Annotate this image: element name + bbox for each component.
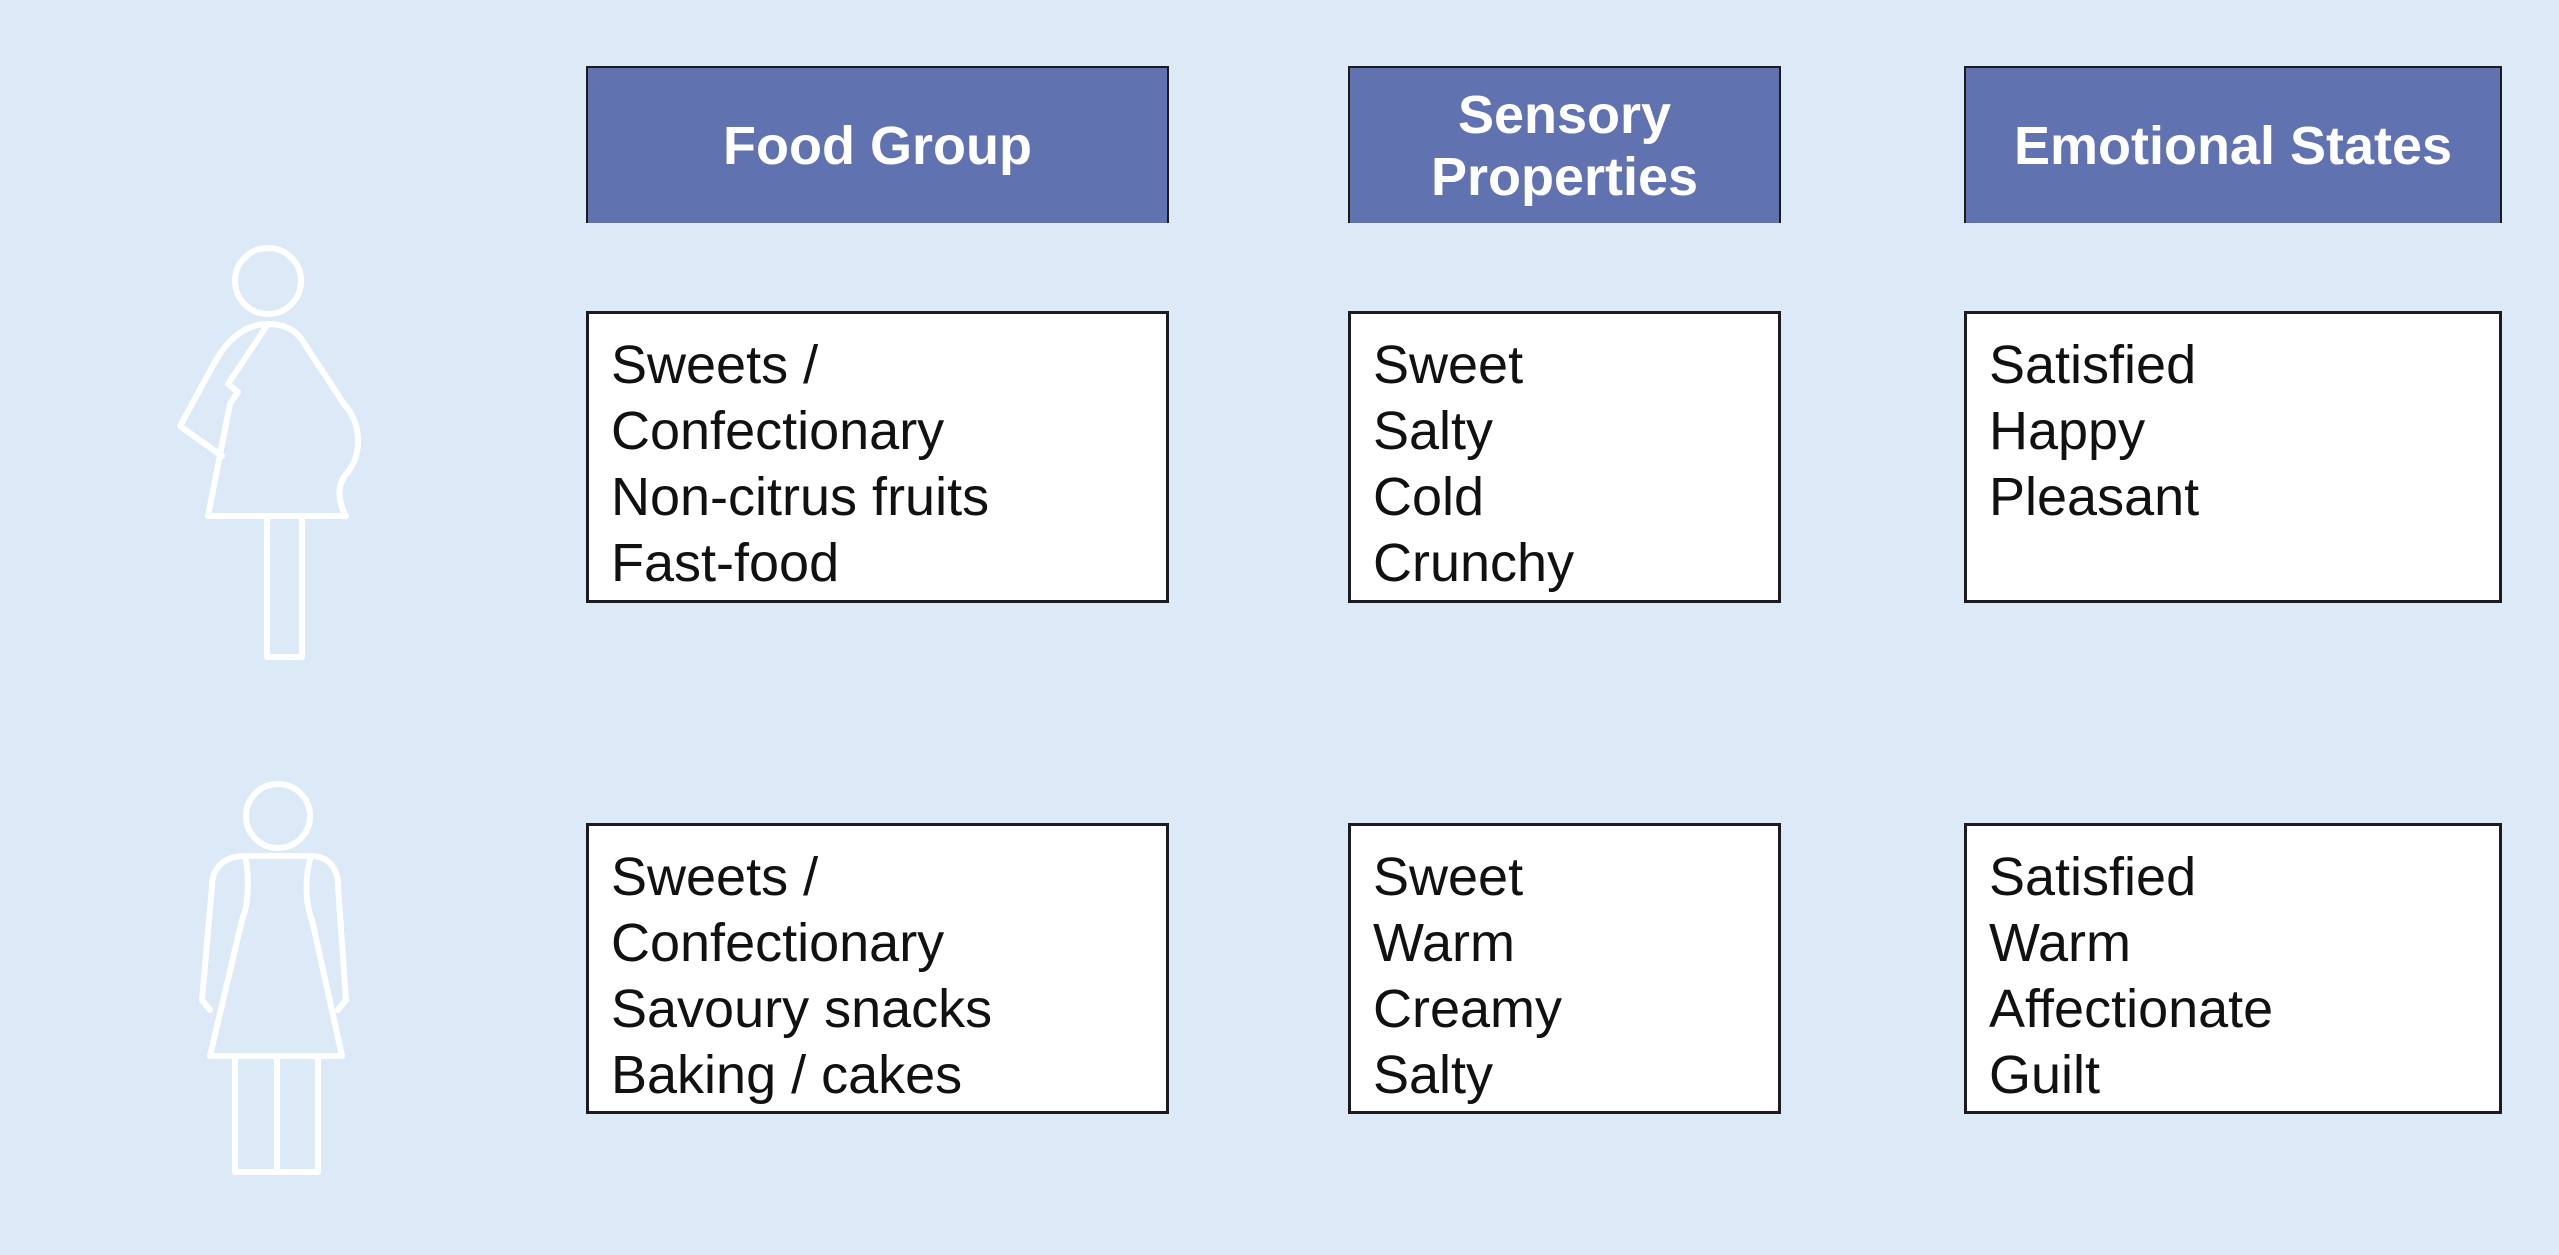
row2-emotional-item: Satisfied xyxy=(1989,847,2197,907)
row2-emotional-item: Warm xyxy=(1989,913,2131,973)
row1-sensory-item: Sweet xyxy=(1373,335,1524,395)
header-sensory-properties-label: Sensory Properties xyxy=(1430,84,1699,207)
row1-food-group-box: Sweets / Confectionary Non-citrus fruits… xyxy=(586,311,1169,603)
row1-emotional-item: Satisfied xyxy=(1989,335,2197,395)
row2-sensory-item: Creamy xyxy=(1373,979,1563,1039)
row1-food-group-item: Confectionary xyxy=(611,401,945,461)
row2-food-group-item: Sweets / xyxy=(611,847,819,907)
row1-sensory-box: Sweet Salty Cold Crunchy xyxy=(1348,311,1781,603)
row2-food-group-item: Baking / cakes xyxy=(611,1045,963,1105)
row2-food-group-box: Sweets / Confectionary Savoury snacks Ba… xyxy=(586,823,1169,1114)
row2-emotional-box: Satisfied Warm Affectionate Guilt xyxy=(1964,823,2502,1114)
row1-emotional-item: Pleasant xyxy=(1989,467,2200,527)
row1-emotional-box: Satisfied Happy Pleasant xyxy=(1964,311,2502,603)
row1-food-group-item: Sweets / xyxy=(611,335,819,395)
row2-sensory-item: Salty xyxy=(1373,1045,1494,1105)
row2-emotional-item: Guilt xyxy=(1989,1045,2101,1105)
header-sensory-properties: Sensory Properties xyxy=(1348,66,1781,223)
row1-food-group-item: Non-citrus fruits xyxy=(611,467,990,527)
header-emotional-states-label: Emotional States xyxy=(2013,115,2453,176)
row2-emotional-item: Affectionate xyxy=(1989,979,2274,1039)
row1-sensory-item: Cold xyxy=(1373,467,1485,527)
row2-sensory-box: Sweet Warm Creamy Salty xyxy=(1348,823,1781,1114)
row2-food-group-item: Confectionary xyxy=(611,913,945,973)
row1-sensory-item: Salty xyxy=(1373,401,1494,461)
row1-emotional-item: Happy xyxy=(1989,401,2146,461)
row2-sensory-item: Warm xyxy=(1373,913,1515,973)
row2-food-group-item: Savoury snacks xyxy=(611,979,993,1039)
header-food-group-label: Food Group xyxy=(723,115,1032,176)
row2-sensory-item: Sweet xyxy=(1373,847,1524,907)
woman-icon xyxy=(199,781,349,1175)
header-food-group: Food Group xyxy=(586,66,1169,223)
row1-food-group-item: Fast-food xyxy=(611,533,840,593)
pregnant-woman-icon xyxy=(177,245,362,660)
header-emotional-states: Emotional States xyxy=(1964,66,2502,223)
row1-sensory-item: Crunchy xyxy=(1373,533,1575,593)
